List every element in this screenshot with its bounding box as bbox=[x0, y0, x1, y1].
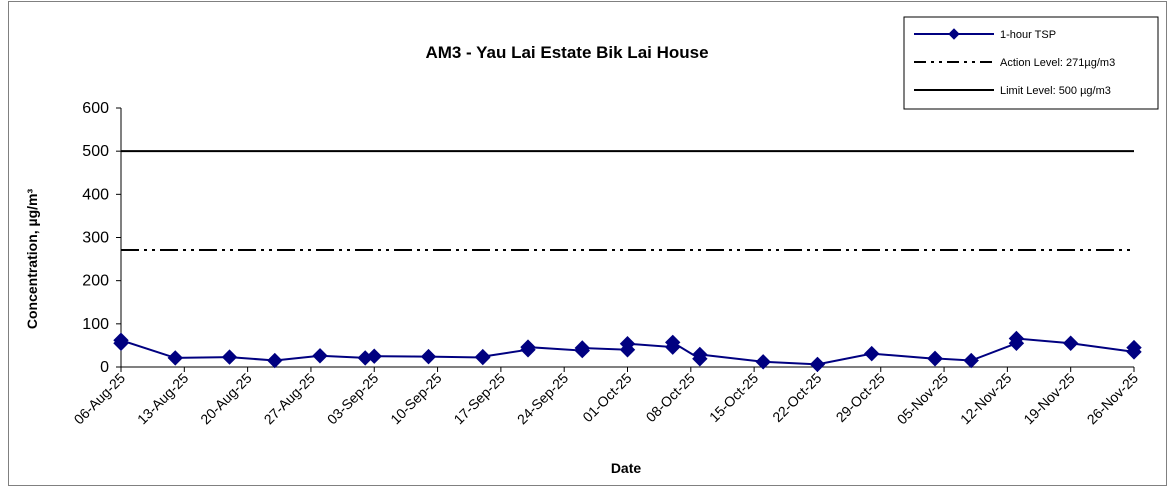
x-tick-label: 26-Nov-25 bbox=[1084, 370, 1142, 428]
legend-item-1-hour-tsp: 1-hour TSP bbox=[914, 28, 1056, 41]
y-tick-label: 600 bbox=[82, 100, 109, 117]
y-tick-label: 200 bbox=[82, 273, 109, 290]
tsp-data-point bbox=[665, 334, 681, 351]
y-tick-label: 400 bbox=[82, 186, 109, 203]
tsp-data-point bbox=[113, 332, 129, 348]
x-tick-label: 27-Aug-25 bbox=[261, 370, 319, 428]
tsp-data-point bbox=[692, 346, 708, 363]
y-tick-label: 0 bbox=[100, 359, 109, 376]
tsp-data-point bbox=[475, 348, 491, 365]
x-tick-label: 08-Oct-25 bbox=[643, 370, 698, 425]
tsp-data-point bbox=[863, 345, 880, 362]
y-axis: 0 100 200 300 400 500 600 bbox=[82, 100, 122, 376]
tsp-data-point bbox=[963, 352, 979, 369]
y-tick-label: 100 bbox=[82, 316, 109, 333]
y-tick-label: 300 bbox=[82, 230, 109, 247]
legend-marker bbox=[948, 28, 960, 40]
x-tick-label: 15-Oct-25 bbox=[706, 370, 761, 425]
x-tick-label: 01-Oct-25 bbox=[579, 370, 634, 425]
legend-label: Limit Level: 500 µg/m3 bbox=[1000, 85, 1111, 97]
tsp-data-point bbox=[619, 335, 636, 352]
legend: 1-hour TSP Action Level: 271µg/m3 Limit Le… bbox=[903, 16, 1159, 110]
tsp-data-point bbox=[1062, 335, 1079, 351]
tsp-data-point bbox=[1008, 330, 1025, 347]
tsp-data-point bbox=[167, 350, 183, 366]
x-tick-label: 17-Sep-25 bbox=[450, 370, 508, 428]
series-1-hour-tsp bbox=[113, 330, 1142, 373]
x-tick-label: 22-Oct-25 bbox=[769, 370, 824, 425]
tsp-data-point bbox=[809, 356, 826, 373]
reference-lines bbox=[121, 150, 1134, 252]
tsp-data-point bbox=[312, 348, 328, 364]
tsp-data-point bbox=[221, 349, 238, 365]
tsp-data-point bbox=[755, 354, 771, 370]
x-tick-label: 06-Aug-25 bbox=[71, 370, 129, 428]
legend-label: 1-hour TSP bbox=[1000, 29, 1056, 41]
tsp-data-point bbox=[420, 348, 437, 365]
x-tick-label: 03-Sep-25 bbox=[324, 370, 382, 428]
y-axis-title: Concentration, µg/m³ bbox=[24, 189, 40, 330]
x-tick-label: 24-Sep-25 bbox=[514, 370, 572, 428]
x-tick-label: 29-Oct-25 bbox=[833, 370, 888, 425]
tsp-data-point bbox=[520, 339, 536, 355]
legend-item-action-level: Action Level: 271µg/m3 bbox=[914, 57, 1115, 69]
x-tick-label: 12-Nov-25 bbox=[957, 370, 1015, 428]
x-tick-label: 19-Nov-25 bbox=[1020, 370, 1078, 428]
tsp-data-point bbox=[574, 340, 590, 356]
tsp-data-point bbox=[267, 352, 283, 369]
legend-label: Action Level: 271µg/m3 bbox=[1000, 57, 1115, 69]
legend-box bbox=[903, 16, 1159, 110]
x-tick-label: 13-Aug-25 bbox=[134, 370, 192, 428]
x-tick-label: 20-Aug-25 bbox=[197, 370, 255, 428]
chart-title: AM3 - Yau Lai Estate Bik Lai House bbox=[425, 43, 708, 62]
y-tick-label: 500 bbox=[82, 143, 109, 160]
x-axis-title: Date bbox=[611, 460, 642, 476]
legend-item-limit-level: Limit Level: 500 µg/m3 bbox=[914, 85, 1111, 97]
tsp-data-point bbox=[366, 348, 382, 364]
tsp-data-point bbox=[927, 350, 943, 367]
x-axis: 06-Aug-25 13-Aug-25 20-Aug-25 27-Aug-25 03-S… bbox=[71, 366, 1142, 428]
x-tick-label: 10-Sep-25 bbox=[387, 370, 445, 428]
tsp-data-point bbox=[1126, 339, 1142, 356]
x-tick-label: 05-Nov-25 bbox=[894, 370, 952, 428]
